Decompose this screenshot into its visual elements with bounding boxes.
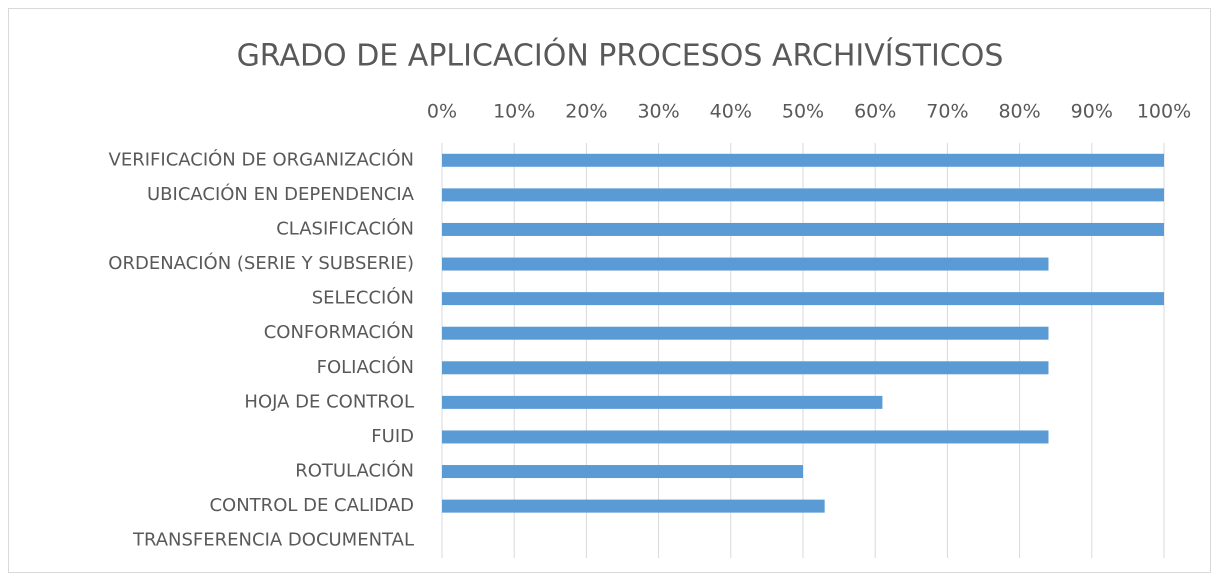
bar [442,222,1164,236]
x-tick-label: 10% [493,101,535,123]
y-tick-label: SELECCIÓN [312,287,414,309]
x-tick-label: 100% [1137,101,1191,123]
bar [442,465,803,479]
x-tick-label: 50% [782,101,824,123]
y-tick-label: FOLIACIÓN [317,356,414,378]
y-tick-label: UBICACIÓN EN DEPENDENCIA [147,183,415,205]
chart-frame [8,8,1211,573]
bar [442,188,1164,202]
y-tick-label: FUID [371,426,414,447]
bar [442,430,1049,444]
bar [442,153,1164,167]
bar [442,326,1049,340]
y-tick-label: ROTULACIÓN [295,460,414,482]
y-tick-label: HOJA DE CONTROL [244,391,414,412]
bar [442,395,883,409]
y-tick-label: CLASIFICACIÓN [276,217,414,239]
bar [442,257,1049,271]
y-tick-label: ORDENACIÓN (SERIE Y SUBSERIE) [108,252,414,274]
y-tick-label: CONTROL DE CALIDAD [209,495,414,516]
x-tick-label: 80% [998,101,1040,123]
bar [442,499,825,513]
chart-title: GRADO DE APLICACIÓN PROCESOS ARCHIVÍSTIC… [237,37,1004,74]
x-tick-label: 60% [854,101,896,123]
x-tick-label: 20% [565,101,607,123]
bar [442,361,1049,375]
y-tick-label: CONFORMACIÓN [264,321,414,343]
x-tick-label: 70% [926,101,968,123]
x-tick-label: 30% [637,101,679,123]
x-tick-label: 0% [427,101,457,123]
bar [442,292,1164,306]
y-tick-label: TRANSFERENCIA DOCUMENTAL [132,530,414,551]
x-tick-label: 90% [1071,101,1113,123]
x-tick-label: 40% [710,101,752,123]
y-tick-label: VERIFICACIÓN DE ORGANIZACIÓN [109,148,414,170]
